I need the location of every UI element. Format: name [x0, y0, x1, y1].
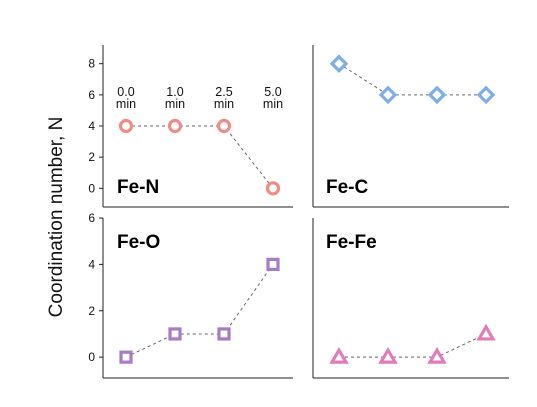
y-tick-label: 0	[88, 350, 95, 364]
data-point	[476, 85, 496, 105]
time-label-unit: min	[165, 97, 185, 111]
y-tick-label: 8	[88, 57, 95, 71]
y-tick-label: 0	[88, 181, 95, 195]
data-point	[378, 346, 398, 364]
data-point	[118, 118, 134, 134]
y-tick-label: 2	[88, 304, 95, 318]
data-point	[167, 118, 183, 134]
y-tick-label: 6	[88, 88, 95, 102]
panel-label: Fe-Fe	[326, 232, 377, 253]
data-point	[476, 323, 496, 341]
data-point	[329, 54, 349, 73]
data-point	[217, 327, 231, 341]
time-label-value: 1.0	[166, 85, 183, 99]
panel-label: Fe-O	[117, 232, 160, 253]
series-line	[126, 125, 274, 189]
data-point	[216, 118, 232, 134]
data-point	[329, 346, 349, 364]
series-line	[125, 264, 274, 358]
y-tick-label: 6	[88, 211, 95, 225]
series-line	[338, 63, 486, 96]
series-line	[339, 333, 487, 358]
y-tick-label: 2	[88, 150, 95, 164]
y-tick-label: 4	[88, 257, 95, 271]
panel-label: Fe-N	[117, 177, 159, 198]
y-axis-label: Coordination number, N	[46, 117, 67, 318]
time-label-value: 0.0	[117, 85, 134, 99]
time-label-value: 5.0	[264, 85, 281, 99]
time-label-unit: min	[116, 97, 136, 111]
time-label-value: 2.5	[215, 85, 232, 99]
data-point	[119, 350, 133, 364]
time-label-unit: min	[214, 97, 234, 111]
panel-fe-o: 0 2 4 6 Fe-O	[88, 211, 293, 379]
data-point	[265, 181, 281, 196]
panel-fe-fe: Fe-Fe	[312, 218, 509, 379]
data-point	[378, 85, 398, 105]
time-label-unit: min	[263, 97, 283, 111]
y-tick-label: 4	[88, 119, 95, 133]
panel-fe-c: Fe-C	[312, 45, 509, 208]
panel-label: Fe-C	[326, 177, 369, 198]
data-point	[427, 346, 447, 364]
data-point	[266, 257, 280, 271]
data-point	[168, 327, 182, 341]
data-point	[427, 85, 447, 105]
